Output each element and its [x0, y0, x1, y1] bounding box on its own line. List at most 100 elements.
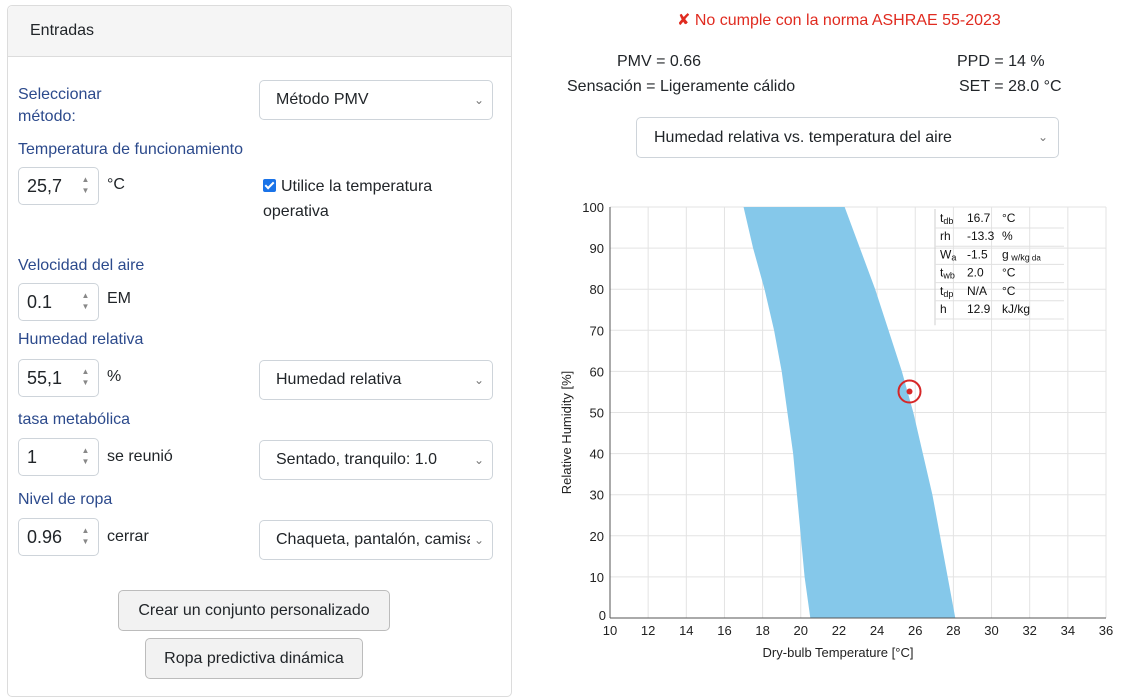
metabolic-rate-input[interactable]: 1 ▲ ▼: [18, 438, 99, 476]
air-speed-value: 0.1: [27, 292, 53, 312]
chevron-down-icon: ⌄: [469, 81, 484, 119]
psychrometric-chart[interactable]: 10 12 14 16 18 20 22 24 26 28 30 32 34 36010203040506…: [550, 190, 1120, 665]
clothing-input[interactable]: 0.96 ▲ ▼: [18, 518, 99, 556]
y-tick-label: 20: [590, 529, 604, 544]
number-spinner-icon[interactable]: ▲ ▼: [81, 446, 90, 466]
x-axis-title: Dry-bulb Temperature [°C]: [763, 645, 914, 660]
metabolic-rate-value: 1: [27, 447, 38, 467]
set-value: SET = 28.0 °C: [959, 78, 1062, 95]
number-spinner-icon[interactable]: ▲ ▼: [81, 175, 90, 195]
y-tick-label: 90: [590, 241, 604, 256]
clothing-ensemble-select[interactable]: Chaqueta, pantalón, camisa ⌄: [259, 520, 493, 560]
hover-table: tdb 16.7 °C rh -13.3 % Wa -1.5 g w/kg da twb 2.0 °C…: [934, 209, 1064, 326]
hover-param-name: Wa: [940, 247, 956, 262]
y-tick-label: 0: [599, 608, 606, 623]
current-condition-ring: [897, 379, 922, 404]
inputs-card: Entradas: [7, 5, 512, 697]
x-tick-label: 18: [755, 623, 769, 638]
chart-type-select[interactable]: Humedad relativa vs. temperatura del air…: [636, 117, 1059, 158]
hover-param-unit: °C: [1002, 266, 1016, 280]
temperature-value: 25,7: [27, 176, 63, 196]
activity-value: Sentado, tranquilo: 1.0: [276, 451, 438, 468]
x-tick-label: 22: [832, 623, 846, 638]
x-tick-label: 16: [717, 623, 731, 638]
hover-param-value: 16.7: [967, 211, 991, 225]
x-tick-label: 14: [679, 623, 693, 638]
temperature-unit: °C: [107, 176, 125, 193]
x-tick-label: 30: [984, 623, 998, 638]
chevron-down-icon: ⌄: [1037, 130, 1048, 144]
hover-param-unit: °C: [1002, 211, 1016, 225]
x-tick-label: 36: [1099, 623, 1113, 638]
humidity-type-select[interactable]: Humedad relativa ⌄: [259, 360, 493, 400]
hover-param-value: -1.5: [967, 247, 988, 261]
chart-type-value: Humedad relativa vs. temperatura del air…: [654, 129, 952, 146]
x-tick-label: 20: [794, 623, 808, 638]
metabolic-rate-unit: se reunió: [107, 448, 173, 465]
sensation-value: Sensación = Ligeramente cálido: [567, 78, 796, 95]
humidity-label: Humedad relativa: [18, 331, 144, 348]
air-speed-input[interactable]: 0.1 ▲ ▼: [18, 283, 99, 321]
y-tick-label: 80: [590, 282, 604, 297]
y-tick-label: 70: [590, 323, 604, 338]
x-tick-label: 24: [870, 623, 884, 638]
hover-param-name: tdb: [940, 211, 953, 226]
method-label: Seleccionar método:: [18, 86, 102, 125]
comfort-zone: [743, 207, 956, 618]
hover-param-unit: g w/kg da: [1002, 247, 1041, 262]
x-tick-label: 34: [1061, 623, 1075, 638]
current-condition-point: [906, 388, 913, 395]
hover-param-unit: %: [1002, 229, 1013, 243]
chevron-down-icon: ⌄: [469, 361, 484, 399]
humidity-input[interactable]: 55,1 ▲ ▼: [18, 359, 99, 397]
method-select-value: Método PMV: [276, 91, 369, 108]
x-tick-label: 10: [603, 623, 617, 638]
y-tick-label: 100: [582, 200, 604, 215]
clothing-unit: cerrar: [107, 528, 149, 545]
hover-param-value: 2.0: [967, 266, 984, 280]
hover-param-unit: °C: [1002, 284, 1016, 298]
operative-temperature-checkbox[interactable]: Utilice la temperatura operativa: [263, 174, 493, 224]
hover-param-name: h: [940, 302, 947, 316]
custom-ensemble-button[interactable]: Crear un conjunto personalizado: [118, 590, 390, 631]
humidity-type-value: Humedad relativa: [276, 371, 402, 388]
air-speed-label: Velocidad del aire: [18, 257, 145, 274]
operative-checkbox-label: Utilice la temperatura operativa: [263, 178, 433, 220]
comfort-zone-area: [743, 207, 956, 618]
y-tick-label: 10: [590, 570, 604, 585]
inputs-header: Entradas: [8, 6, 511, 57]
number-spinner-icon[interactable]: ▲ ▼: [81, 526, 90, 546]
number-spinner-icon[interactable]: ▲ ▼: [81, 291, 90, 311]
method-select[interactable]: Método PMV ⌄: [259, 80, 493, 120]
x-tick-label: 28: [946, 623, 960, 638]
y-tick-label: 40: [590, 447, 604, 462]
activity-select[interactable]: Sentado, tranquilo: 1.0 ⌄: [259, 440, 493, 480]
metabolic-rate-label: tasa metabólica: [18, 411, 131, 428]
y-tick-label: 30: [590, 488, 604, 503]
hover-param-value: N/A: [967, 284, 987, 298]
clothing-value: 0.96: [27, 527, 63, 547]
clothing-ensemble-value: Chaqueta, pantalón, camisa: [276, 531, 476, 548]
chart-marks: [897, 379, 922, 404]
checkbox-checked-icon[interactable]: [263, 179, 276, 192]
hover-param-name: rh: [940, 229, 951, 243]
hover-param-value: -13.3: [967, 229, 995, 243]
temperature-input[interactable]: 25,7 ▲ ▼: [18, 167, 99, 205]
x-tick-label: 12: [641, 623, 655, 638]
y-tick-label: 60: [590, 364, 604, 379]
x-tick-label: 32: [1022, 623, 1036, 638]
air-speed-unit: EM: [107, 290, 131, 307]
dynamic-clothing-button[interactable]: Ropa predictiva dinámica: [145, 638, 363, 679]
x-tick-label: 26: [908, 623, 922, 638]
y-axis-title: Relative Humidity [%]: [559, 371, 574, 495]
hover-param-name: twb: [940, 266, 955, 281]
humidity-value: 55,1: [27, 368, 63, 388]
hover-param-value: 12.9: [967, 302, 991, 316]
hover-param-name: tdp: [940, 284, 953, 299]
compliance-status: ✘ No cumple con la norma ASHRAE 55-2023: [677, 12, 1001, 29]
chart-axes: 10 12 14 16 18 20 22 24 26 28 30 32 34 36010203040506…: [559, 200, 1113, 660]
ppd-value: PPD = 14 %: [957, 53, 1045, 70]
hover-param-unit: kJ/kg: [1002, 302, 1030, 316]
temperature-label: Temperatura de funcionamiento: [18, 141, 244, 158]
number-spinner-icon[interactable]: ▲ ▼: [81, 367, 90, 387]
